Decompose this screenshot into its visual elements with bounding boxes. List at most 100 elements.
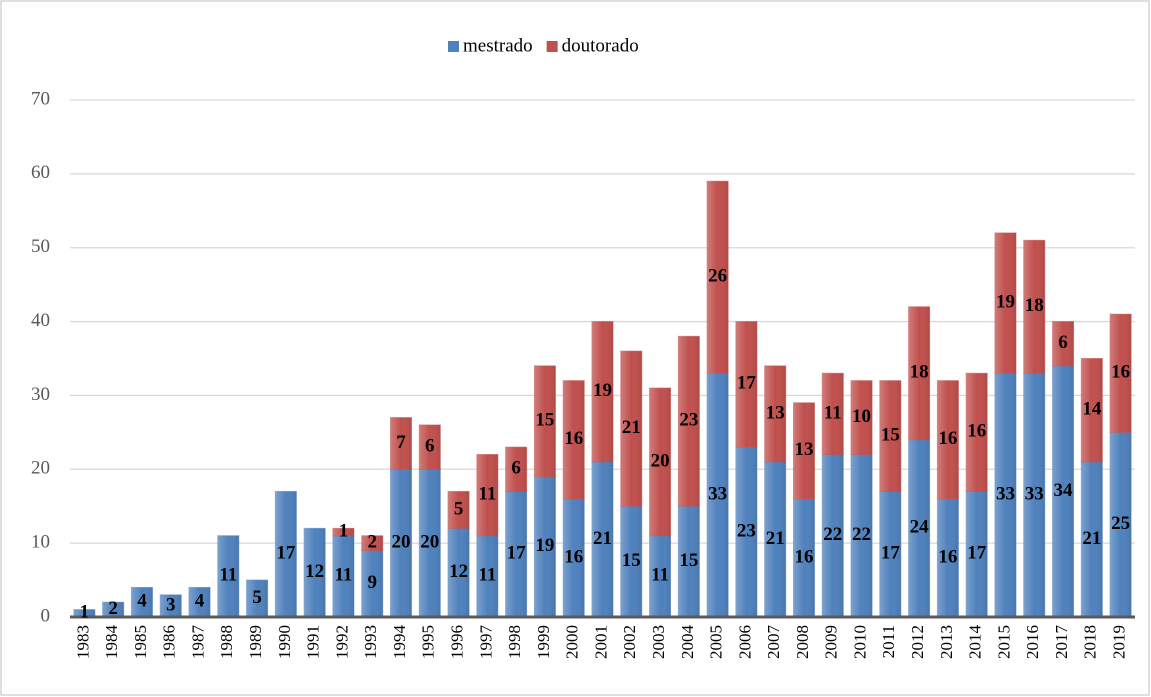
- bar-shade: [275, 491, 297, 617]
- data-label: 17: [967, 543, 987, 564]
- x-tick-label: 1999: [534, 625, 553, 659]
- bar-shade: [879, 380, 901, 492]
- data-label: 5: [454, 498, 464, 519]
- bar-shade: [879, 491, 901, 617]
- data-label: 15: [679, 550, 698, 571]
- data-label: 16: [967, 421, 986, 442]
- x-tick-label: 2001: [591, 625, 610, 659]
- data-label: 21: [1082, 528, 1101, 549]
- data-label: 33: [1025, 483, 1044, 504]
- bar-shade: [102, 602, 124, 617]
- bar-shade: [1110, 432, 1132, 617]
- data-label: 3: [166, 594, 176, 615]
- bar-shade: [678, 336, 700, 507]
- data-label: 24: [910, 517, 930, 538]
- bar-shade: [620, 506, 642, 617]
- data-label: 7: [396, 432, 406, 453]
- x-tick-label: 1997: [476, 625, 495, 660]
- bar-shade: [332, 535, 354, 617]
- x-tick-label: 1994: [390, 625, 409, 660]
- bar-shade: [1023, 240, 1045, 374]
- data-label: 11: [478, 565, 496, 586]
- y-tick-label: 20: [31, 458, 50, 479]
- bar-shade: [189, 587, 211, 617]
- legend: mestrado doutorado: [448, 35, 639, 56]
- y-tick-label: 70: [31, 88, 50, 109]
- x-tick-label: 2019: [1110, 625, 1129, 659]
- bar-shade: [851, 454, 873, 617]
- bar-shade: [592, 321, 613, 462]
- x-tick-label: 2010: [850, 625, 869, 659]
- data-label: 23: [737, 520, 756, 541]
- data-label: 15: [535, 410, 554, 431]
- data-label: 1: [80, 602, 90, 623]
- x-tick-label: 2007: [764, 625, 783, 660]
- bar-shade: [476, 535, 498, 617]
- bar-shade: [1023, 373, 1045, 617]
- bar-shade: [966, 373, 988, 492]
- data-label: 18: [1025, 295, 1044, 316]
- data-label: 6: [1058, 332, 1068, 353]
- bar-shade: [822, 373, 844, 455]
- data-label: 10: [852, 406, 871, 427]
- data-label: 33: [708, 483, 727, 504]
- x-tick-label: 2006: [735, 625, 754, 659]
- data-label: 16: [938, 546, 957, 567]
- bar-shade: [793, 498, 815, 617]
- bar-shade: [764, 365, 786, 462]
- data-label: 16: [1111, 362, 1130, 383]
- legend-label: mestrado: [463, 35, 533, 56]
- x-tick-label: 2015: [994, 625, 1013, 659]
- x-tick-label: 2003: [649, 625, 668, 659]
- data-label: 13: [766, 402, 785, 423]
- bar-shade: [735, 321, 757, 448]
- data-label: 6: [511, 458, 521, 479]
- y-tick-label: 10: [31, 532, 50, 553]
- bar-shade: [73, 609, 95, 617]
- data-label: 12: [305, 561, 324, 582]
- data-label: 1: [339, 520, 349, 541]
- data-label: 12: [449, 561, 468, 582]
- x-tick-label: 1992: [332, 625, 351, 659]
- bar-shade: [361, 550, 383, 617]
- data-label: 34: [1054, 480, 1074, 501]
- data-label: 17: [507, 543, 527, 564]
- bar-shade: [534, 476, 556, 617]
- bar-shade: [390, 469, 412, 617]
- bar-shade: [1110, 314, 1132, 433]
- x-tick-label: 1998: [505, 625, 524, 659]
- data-label: 14: [1082, 399, 1102, 420]
- data-label: 4: [195, 591, 205, 612]
- data-label: 22: [823, 524, 842, 545]
- data-label: 19: [996, 291, 1015, 312]
- x-tick-label: 2018: [1081, 625, 1100, 659]
- x-tick-label: 2014: [966, 625, 985, 660]
- bar-shade: [707, 181, 729, 374]
- data-label: 11: [219, 565, 237, 586]
- x-tick-label: 1993: [361, 625, 380, 659]
- data-label: 26: [708, 266, 727, 287]
- bar-shade: [937, 498, 959, 617]
- x-tick-label: 2008: [793, 625, 812, 659]
- bar-shade: [620, 351, 642, 507]
- y-tick-label: 40: [31, 310, 50, 331]
- x-tick-label: 2009: [822, 625, 841, 659]
- bar-shade: [505, 491, 527, 617]
- bar-shade: [735, 447, 757, 617]
- bar-shade: [361, 535, 383, 551]
- data-label: 19: [593, 380, 612, 401]
- bar-shade: [304, 528, 326, 617]
- x-tick-label: 1985: [131, 625, 150, 659]
- bar-shade: [908, 439, 930, 617]
- bar-shade: [707, 373, 729, 617]
- bar-shade: [505, 447, 527, 492]
- legend-swatch: [546, 41, 558, 52]
- bar-shade: [390, 417, 412, 470]
- data-label: 33: [996, 483, 1015, 504]
- data-label: 11: [478, 483, 496, 504]
- bar-shade: [246, 580, 268, 617]
- bar-shade: [217, 535, 239, 617]
- bar-shade: [160, 594, 182, 617]
- bar-shade: [908, 306, 930, 440]
- bar-shade: [592, 461, 613, 617]
